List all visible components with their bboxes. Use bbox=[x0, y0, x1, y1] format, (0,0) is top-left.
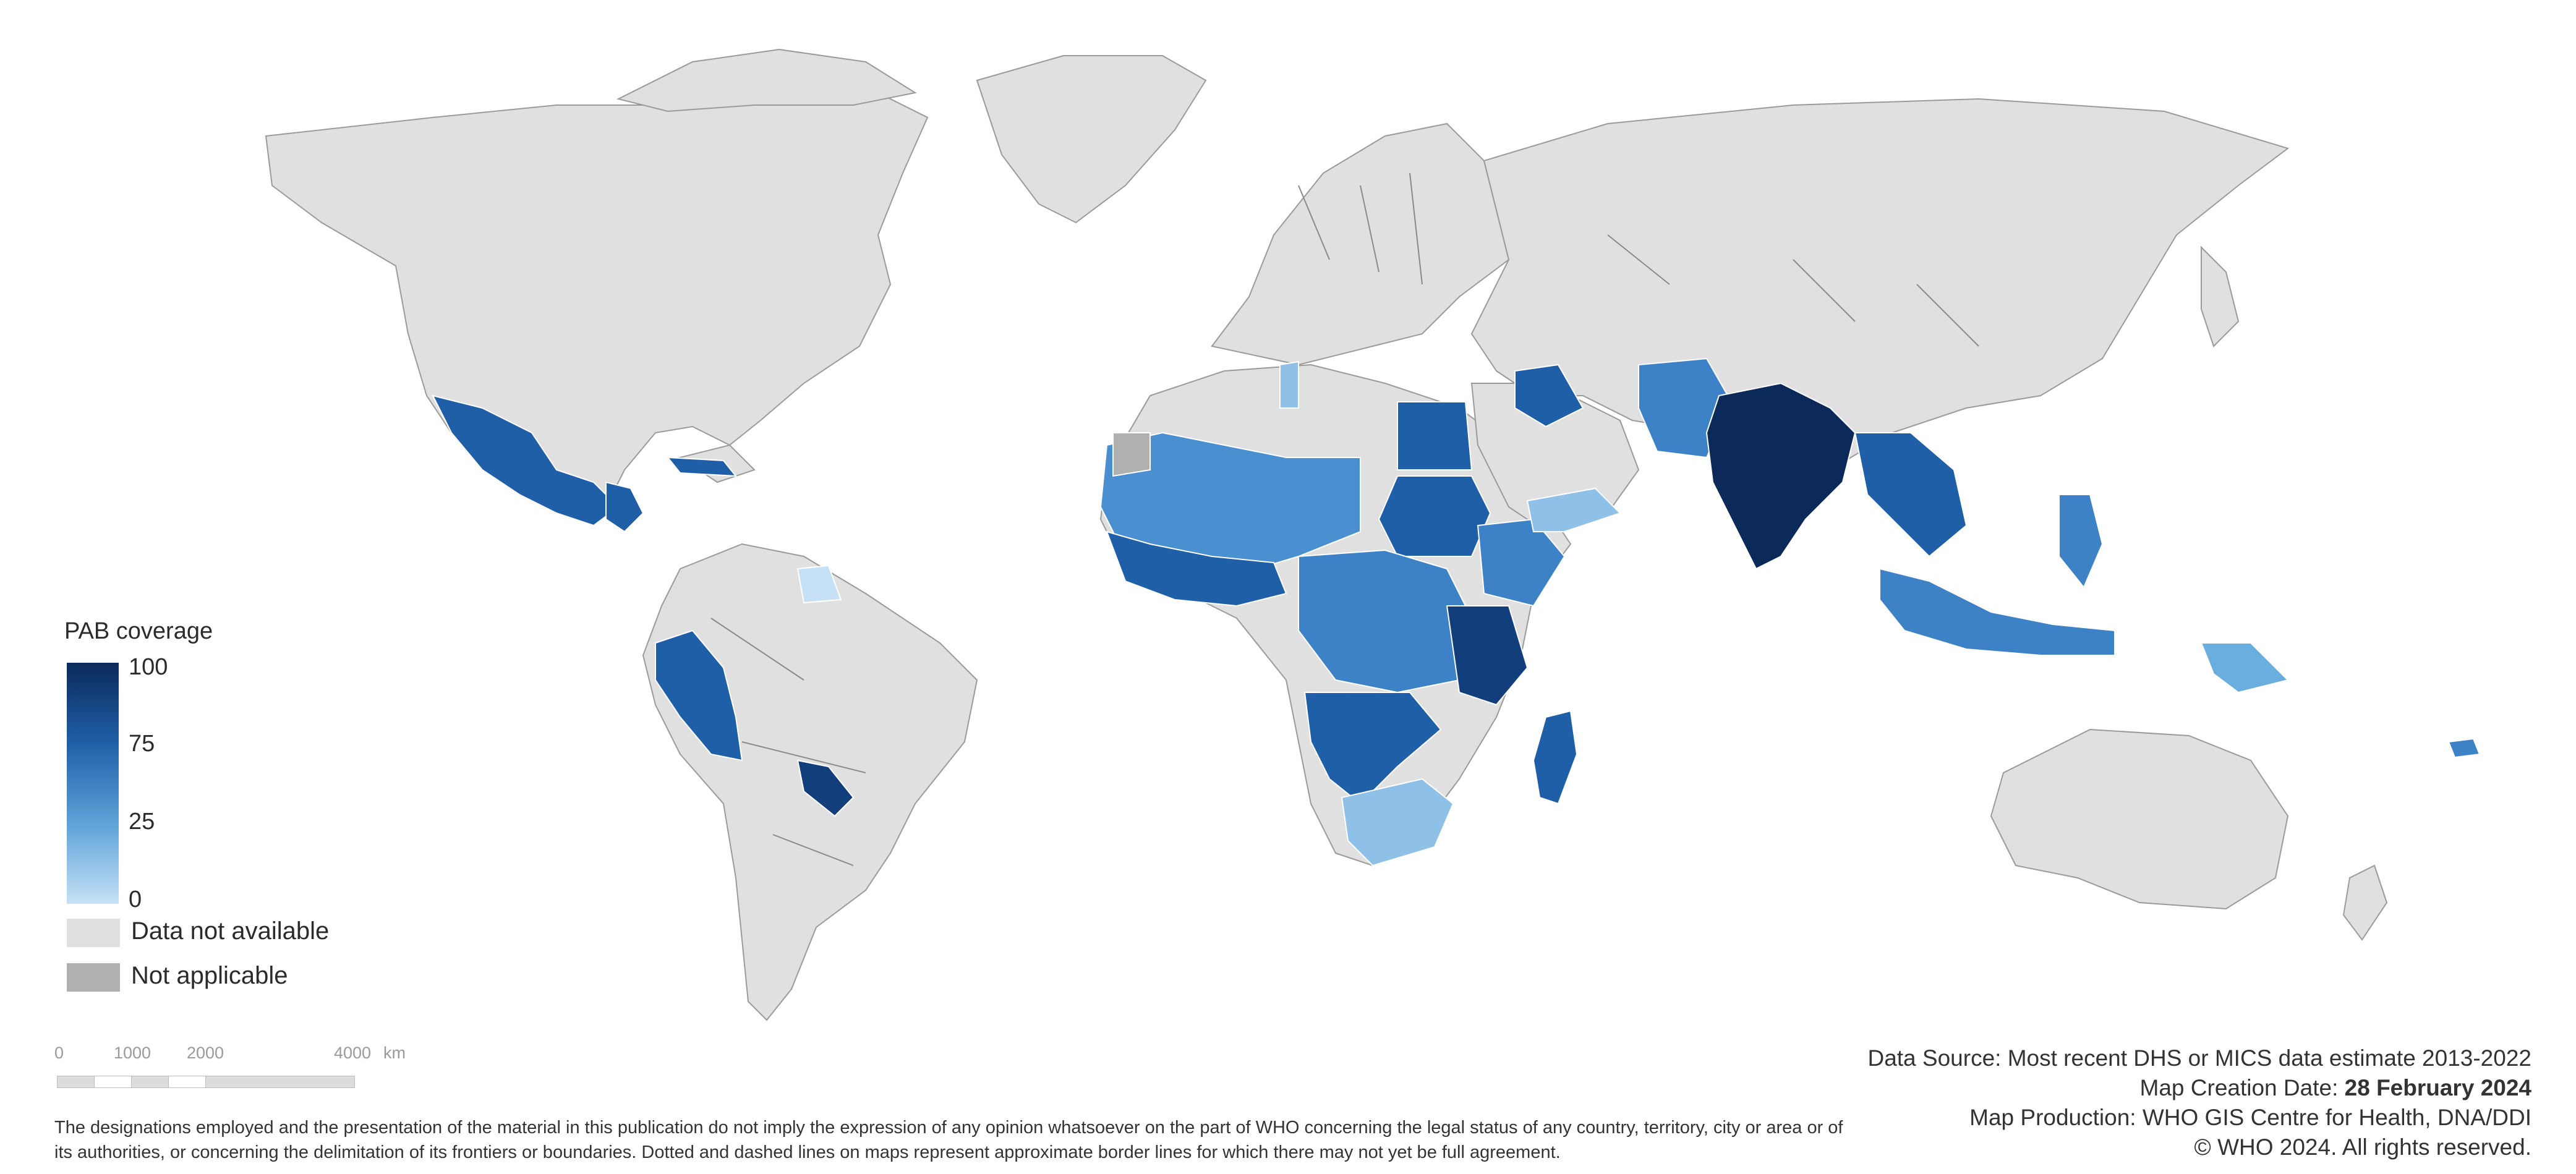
country-pacific-islands bbox=[2447, 738, 2481, 759]
country-tunisia bbox=[1279, 360, 1299, 409]
country-cuba bbox=[666, 456, 738, 477]
europe-landmass bbox=[1211, 122, 1510, 366]
legend-label-not-applicable: Not applicable bbox=[131, 962, 288, 989]
map-info-block: Data Source: Most recent DHS or MICS dat… bbox=[1867, 1044, 2531, 1162]
scale-unit-label: km bbox=[383, 1044, 406, 1062]
disclaimer-text: The designations employed and the presen… bbox=[54, 1118, 1843, 1162]
copyright-text: © WHO 2024. All rights reserved. bbox=[2194, 1134, 2531, 1160]
country-south-africa bbox=[1341, 778, 1454, 867]
country-paraguay bbox=[796, 759, 855, 817]
japan-landmass bbox=[2201, 245, 2240, 347]
country-peru bbox=[655, 629, 743, 762]
scale-bar-graphic bbox=[57, 1076, 355, 1088]
country-myanmar-thailand bbox=[1854, 432, 1968, 558]
country-philippines bbox=[2058, 494, 2104, 589]
legend-label-data-not-available: Data not available bbox=[131, 917, 330, 945]
canadian-arctic-islands bbox=[616, 48, 917, 113]
country-suriname bbox=[796, 564, 842, 604]
scale-label-2000: 2000 bbox=[187, 1044, 224, 1062]
country-iraq bbox=[1514, 364, 1584, 428]
country-madagascar bbox=[1532, 710, 1578, 805]
country-papua-new-guinea bbox=[2200, 642, 2289, 694]
scale-label-4000: 4000 bbox=[334, 1044, 372, 1062]
legend-swatch-not-applicable bbox=[67, 963, 120, 992]
australia-landmass bbox=[1990, 728, 2289, 910]
country-western-sahara bbox=[1112, 432, 1151, 477]
country-indonesia bbox=[1879, 568, 2115, 656]
country-west-african-coast bbox=[1106, 530, 1287, 607]
country-central-america bbox=[605, 481, 644, 533]
scale-label-0: 0 bbox=[54, 1044, 64, 1062]
legend-tick-100: 100 bbox=[129, 654, 168, 680]
country-yemen bbox=[1526, 487, 1621, 532]
map-production-text: Map Production: WHO GIS Centre for Healt… bbox=[1969, 1105, 2531, 1130]
creation-date-value: 28 February 2024 bbox=[2344, 1075, 2531, 1100]
country-egypt bbox=[1397, 401, 1473, 470]
country-southern-africa bbox=[1303, 692, 1442, 805]
data-source-text: Data Source: Most recent DHS or MICS dat… bbox=[1867, 1045, 2531, 1071]
north-america-landmass bbox=[265, 85, 929, 514]
legend-tick-75: 75 bbox=[129, 731, 155, 757]
scale-label-1000: 1000 bbox=[114, 1044, 151, 1062]
legend-color-ramp bbox=[67, 663, 119, 904]
country-east-africa bbox=[1446, 605, 1529, 706]
country-ethiopia bbox=[1477, 518, 1566, 607]
legend-title: PAB coverage bbox=[64, 618, 213, 644]
map-creation-date: Map Creation Date: 28 February 2024 bbox=[2139, 1075, 2531, 1100]
legend-tick-0: 0 bbox=[129, 887, 142, 912]
country-border-lines bbox=[710, 172, 1979, 866]
country-sudan bbox=[1378, 475, 1491, 557]
country-india bbox=[1705, 382, 1856, 570]
legend-tick-25: 25 bbox=[129, 809, 155, 835]
new-zealand-landmass bbox=[2342, 864, 2388, 941]
legend-swatch-data-not-available bbox=[67, 919, 120, 947]
greenland-landmass bbox=[976, 55, 1207, 224]
